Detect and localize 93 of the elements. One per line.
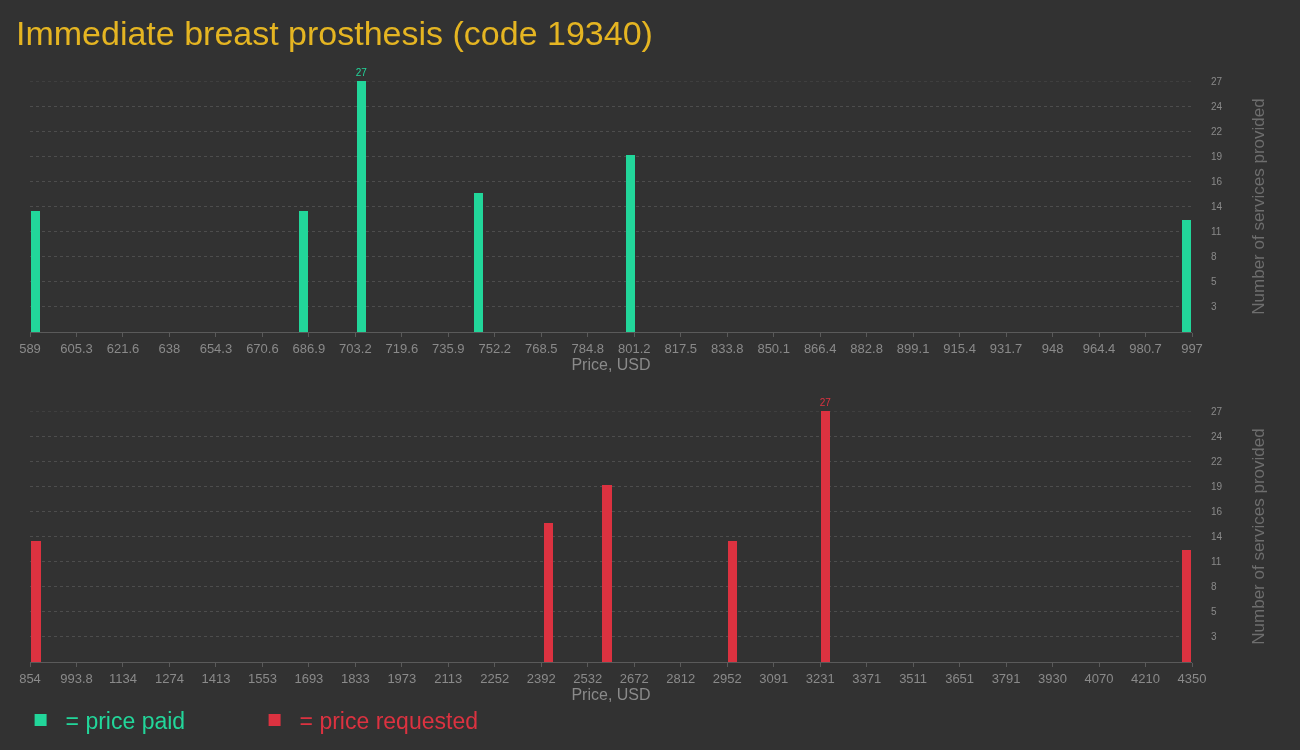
x-tick-label: 621.6 [106,340,140,356]
legend-label: = price requested [299,707,478,734]
data-label: 27 [355,67,368,78]
bar [357,81,366,332]
bar [821,411,830,662]
x-tick-label: 854 [19,670,41,686]
x-tick-label: 670.6 [246,340,279,356]
x-tick-label: 1553 [247,670,277,686]
x-tick-label: 1134 [108,670,137,686]
bar [1182,550,1191,662]
y-tick-label: 14 [1211,201,1223,212]
y-tick-label: 5 [1211,606,1217,618]
bar [31,211,40,332]
x-axis-title: Price, USD [571,356,651,374]
x-tick-label: 3231 [805,670,835,686]
x-tick-label: 1693 [294,670,324,686]
x-tick-label: 2812 [666,670,696,686]
x-tick-label: 3371 [852,670,882,686]
x-tick-label: 703.2 [339,340,372,356]
x-tick-label: 997 [1181,340,1203,356]
x-tick-label: 4070 [1084,670,1114,686]
bar [626,155,635,332]
x-tick-label: 3091 [759,670,789,686]
x-tick-label: 3791 [991,670,1021,686]
x-tick-label: 3930 [1038,670,1068,686]
x-tick-label: 915.4 [943,340,976,356]
y-tick-label: 19 [1211,150,1223,162]
x-tick-label: 2392 [526,670,556,686]
x-tick-label: 654.3 [199,340,233,356]
y-tick-label: 16 [1211,175,1223,187]
y-tick-label: 22 [1211,125,1223,137]
bar [474,193,483,332]
x-tick-label: 1973 [387,670,417,686]
x-tick-label: 866.4 [803,340,837,356]
x-tick-label: 833.8 [710,340,744,356]
y-tick-label: 3 [1211,301,1217,313]
y-tick-label: 3 [1211,631,1217,643]
data-label: 27 [819,397,832,408]
x-tick-label: 4350 [1177,670,1207,686]
x-tick-label: 735.9 [432,340,465,356]
x-tick-label: 589 [19,340,41,356]
x-tick-label: 948 [1041,340,1064,356]
x-tick-label: 2113 [434,670,463,686]
x-tick-label: 784.8 [571,340,605,356]
x-tick-label: 2532 [573,670,603,686]
bar [728,541,737,662]
x-tick-label: 752.2 [478,340,512,356]
x-tick-label: 817.5 [664,340,697,356]
x-tick-label: 686.9 [292,340,326,356]
y-tick-label: 27 [1211,75,1223,87]
y-axis-title: Number of services provided [1248,98,1268,315]
x-tick-label: 993.8 [60,670,93,686]
x-axis-title: Price, USD [571,686,651,704]
x-tick-label: 882.8 [850,340,883,356]
x-tick-label: 1413 [201,670,231,686]
y-tick-label: 19 [1211,480,1223,492]
y-tick-label: 24 [1211,430,1223,442]
x-tick-label: 3511 [899,670,928,686]
x-tick-label: 605.3 [60,340,93,356]
x-tick-label: 964.4 [1082,340,1116,356]
y-tick-label: 14 [1211,531,1223,542]
y-tick-label: 5 [1211,276,1217,288]
legend-label: = price paid [65,707,186,734]
y-tick-label: 22 [1211,455,1223,467]
y-tick-label: 8 [1211,581,1217,593]
x-tick-label: 3651 [945,670,975,686]
x-tick-label: 1833 [340,670,370,686]
x-tick-label: 801.2 [617,340,651,356]
y-tick-label: 8 [1211,251,1217,263]
x-tick-label: 980.7 [1129,340,1162,356]
x-tick-label: 931.7 [989,340,1023,356]
x-tick-label: 2252 [480,670,510,686]
x-tick-label: 719.6 [385,340,419,356]
y-axis-title: Number of services provided [1248,428,1268,645]
y-tick-label: 11 [1211,226,1222,238]
bar [31,541,41,662]
y-tick-label: 16 [1211,505,1223,517]
x-tick-label: 1274 [154,670,184,686]
y-tick-label: 27 [1211,405,1223,417]
x-tick-label: 899.1 [896,340,930,356]
bar [602,485,612,662]
bar [544,523,553,662]
y-tick-label: 24 [1211,100,1223,112]
x-tick-label: 850.1 [757,340,790,356]
chart-title: Immediate breast prosthesis (code 19340) [16,13,653,52]
x-tick-label: 638 [158,340,181,356]
bar [1182,220,1191,332]
bar [299,211,308,332]
x-tick-label: 4210 [1131,670,1160,686]
x-tick-label: 2952 [712,670,742,686]
y-tick-label: 11 [1211,556,1222,568]
x-tick-label: 768.5 [525,340,558,356]
x-tick-label: 2672 [619,670,649,686]
